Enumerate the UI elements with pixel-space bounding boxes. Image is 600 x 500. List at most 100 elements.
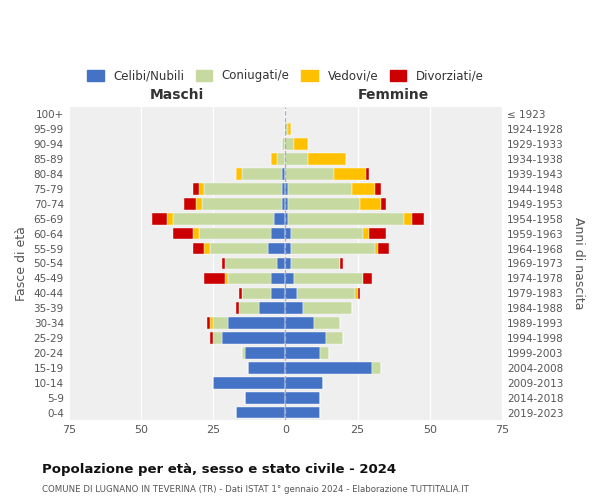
Bar <box>205 272 224 284</box>
Bar <box>291 228 364 239</box>
Bar <box>210 332 213 344</box>
Bar <box>248 362 286 374</box>
Bar <box>364 272 372 284</box>
Bar <box>364 228 369 239</box>
Bar <box>210 243 268 254</box>
Bar <box>227 272 271 284</box>
Bar <box>271 288 286 299</box>
Bar <box>286 124 288 135</box>
Bar <box>152 213 167 224</box>
Bar <box>213 377 286 388</box>
Bar <box>286 198 288 209</box>
Legend: Celibi/Nubili, Coniugati/e, Vedovi/e, Divorziati/e: Celibi/Nubili, Coniugati/e, Vedovi/e, Di… <box>83 66 487 86</box>
Bar <box>352 183 375 194</box>
Bar <box>271 272 286 284</box>
Bar <box>334 168 366 180</box>
Bar <box>236 168 242 180</box>
Text: Maschi: Maschi <box>150 88 204 102</box>
Bar <box>193 243 205 254</box>
Bar <box>361 198 381 209</box>
Bar <box>167 213 173 224</box>
Bar <box>286 302 302 314</box>
Bar <box>193 228 199 239</box>
Bar <box>239 288 242 299</box>
Y-axis label: Anni di nascita: Anni di nascita <box>572 217 585 310</box>
Bar <box>320 347 329 359</box>
Bar <box>236 302 239 314</box>
Bar <box>173 228 193 239</box>
Bar <box>286 228 291 239</box>
Bar <box>202 198 283 209</box>
Text: COMUNE DI LUGNANO IN TEVERINA (TR) - Dati ISTAT 1° gennaio 2024 - Elaborazione T: COMUNE DI LUGNANO IN TEVERINA (TR) - Dat… <box>42 485 469 494</box>
Bar <box>224 258 277 270</box>
Bar <box>288 213 404 224</box>
Bar <box>286 258 291 270</box>
Bar <box>288 124 291 135</box>
Bar <box>236 407 286 418</box>
Bar <box>227 318 286 329</box>
Bar <box>375 183 381 194</box>
Bar <box>245 347 286 359</box>
Bar <box>340 258 343 270</box>
Bar <box>283 183 286 194</box>
Bar <box>208 318 210 329</box>
Bar <box>286 183 288 194</box>
Bar <box>286 407 320 418</box>
Bar <box>286 272 294 284</box>
Bar <box>369 228 386 239</box>
Bar <box>366 168 369 180</box>
Bar <box>308 153 346 165</box>
Bar <box>286 377 323 388</box>
Bar <box>242 168 283 180</box>
Bar <box>286 347 320 359</box>
Bar <box>271 153 277 165</box>
Bar <box>286 138 294 150</box>
Bar <box>286 332 326 344</box>
Bar <box>277 153 286 165</box>
Bar <box>294 138 308 150</box>
Bar <box>314 318 340 329</box>
Bar <box>286 362 372 374</box>
Bar <box>205 243 210 254</box>
Bar <box>173 213 274 224</box>
Bar <box>404 213 412 224</box>
Bar <box>375 243 378 254</box>
Bar <box>222 332 286 344</box>
Bar <box>286 288 297 299</box>
Bar <box>358 288 361 299</box>
Bar <box>302 302 352 314</box>
Bar <box>242 288 271 299</box>
Text: Femmine: Femmine <box>358 88 430 102</box>
Bar <box>205 183 283 194</box>
Bar <box>242 347 245 359</box>
Bar <box>286 243 291 254</box>
Bar <box>283 138 286 150</box>
Bar <box>259 302 286 314</box>
Bar <box>378 243 389 254</box>
Text: Popolazione per età, sesso e stato civile - 2024: Popolazione per età, sesso e stato civil… <box>42 462 396 475</box>
Bar <box>372 362 381 374</box>
Bar <box>286 318 314 329</box>
Bar <box>291 243 375 254</box>
Bar <box>326 332 343 344</box>
Bar <box>193 183 199 194</box>
Bar <box>288 198 361 209</box>
Bar <box>286 213 288 224</box>
Bar <box>381 198 386 209</box>
Bar <box>283 198 286 209</box>
Bar <box>184 198 196 209</box>
Bar <box>291 258 340 270</box>
Bar <box>268 243 286 254</box>
Bar <box>355 288 358 299</box>
Bar <box>294 272 364 284</box>
Bar <box>199 183 205 194</box>
Bar <box>288 183 352 194</box>
Bar <box>297 288 355 299</box>
Bar <box>196 198 202 209</box>
Bar <box>274 213 286 224</box>
Y-axis label: Fasce di età: Fasce di età <box>15 226 28 301</box>
Bar <box>210 318 213 329</box>
Bar <box>213 318 227 329</box>
Bar <box>199 228 271 239</box>
Bar <box>245 392 286 404</box>
